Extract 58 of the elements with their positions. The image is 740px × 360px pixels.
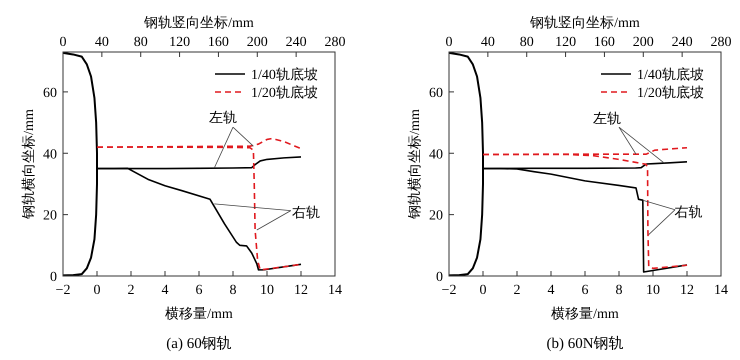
x-tick-label: 4: [548, 283, 554, 298]
y-tick-label: 40: [43, 147, 57, 162]
x2-tick-label: 80: [134, 35, 148, 50]
y-axis-title: 钢轨横向坐标/mm: [407, 109, 423, 220]
x2-axis-title: 钢轨竖向坐标/mm: [143, 15, 254, 31]
x2-tick-label: 200: [632, 35, 654, 50]
x-tick-label: 0: [480, 283, 486, 298]
x2-tick-label: 240: [672, 35, 693, 50]
x-tick-label: 8: [616, 283, 622, 298]
x-tick-label: 6: [582, 283, 588, 298]
x2-tick-label: 120: [555, 35, 576, 50]
x-axis-title: 横移量/mm: [165, 306, 233, 322]
y-tick-label: 40: [429, 147, 443, 162]
x-tick-label: 0: [94, 283, 100, 298]
x2-tick-label: 80: [520, 35, 534, 50]
x2-tick-label: 200: [246, 35, 268, 50]
x-tick-label: 12: [294, 283, 308, 298]
x2-axis-title: 钢轨竖向坐标/mm: [529, 15, 640, 31]
x2-tick-label: 0: [60, 35, 66, 50]
x2-tick-label: 40: [480, 35, 495, 50]
x-tick-label: −2: [56, 283, 70, 298]
legend-label: 1/40轨底坡: [637, 67, 704, 83]
x-tick-label: 2: [128, 283, 134, 298]
x2-tick-label: 120: [169, 35, 190, 50]
x2-tick-label: 280: [324, 35, 346, 50]
text: (a) 60钢轨: [166, 335, 232, 352]
y-tick-label: 0: [50, 270, 57, 285]
x-tick-label: 6: [196, 283, 202, 298]
legend-label: 1/20轨底坡: [637, 85, 704, 101]
x2-tick-label: 160: [594, 35, 615, 50]
text: (b) 60N钢轨: [546, 335, 624, 352]
x2-tick-label: 280: [710, 35, 732, 50]
legend-label: 1/20轨底坡: [251, 85, 318, 101]
y-tick-label: 20: [43, 208, 57, 224]
x-axis-title: 横移量/mm: [551, 306, 619, 322]
y-tick-label: 20: [429, 208, 443, 224]
x-tick-label: 10: [260, 283, 274, 298]
x-tick-label: 14: [714, 283, 728, 298]
y-tick-label: 60: [43, 86, 57, 101]
x2-tick-label: 240: [286, 35, 307, 50]
x-tick-label: 10: [646, 283, 660, 298]
y-tick-label: 60: [429, 86, 443, 101]
x-tick-label: 8: [230, 283, 236, 298]
x-tick-label: −2: [442, 283, 456, 298]
legend-label: 1/40轨底坡: [251, 67, 318, 83]
x-tick-label: 14: [328, 283, 342, 298]
x-tick-label: 12: [680, 283, 694, 298]
x2-tick-label: 40: [94, 35, 109, 50]
y-axis-title: 钢轨横向坐标/mm: [21, 109, 37, 220]
annotation: 右轨: [674, 204, 703, 221]
annotation: 左轨: [593, 110, 622, 127]
x2-tick-label: 0: [446, 35, 452, 50]
x2-tick-label: 160: [208, 35, 229, 50]
annotation: 右轨: [292, 204, 320, 221]
annotation: 左轨: [208, 110, 237, 126]
y-tick-label: 0: [436, 270, 443, 285]
x-tick-label: 2: [514, 283, 520, 298]
x-tick-label: 4: [162, 283, 168, 298]
